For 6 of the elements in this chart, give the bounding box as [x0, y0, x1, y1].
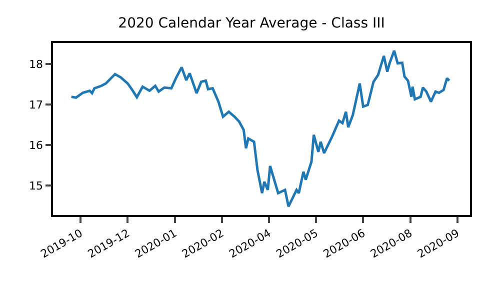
y-tick-label: 18 — [29, 58, 44, 71]
y-tick-label: 16 — [29, 138, 44, 152]
y-tick-label: 17 — [29, 98, 44, 112]
line-series — [70, 49, 451, 208]
y-tick-label: 15 — [29, 179, 44, 192]
chart-title: 2020 Calendar Year Average - Class III — [118, 15, 385, 32]
